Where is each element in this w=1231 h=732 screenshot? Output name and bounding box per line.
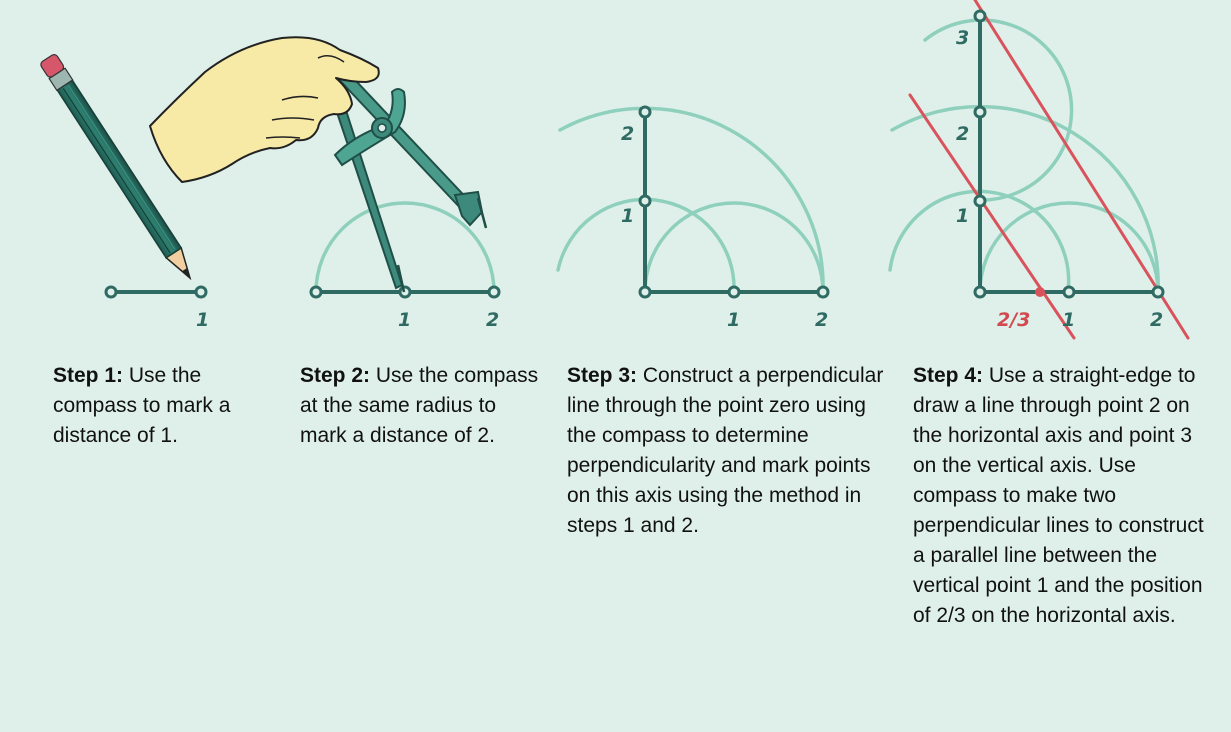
step4-label-v3: 3 (956, 27, 969, 49)
step1-heading: Step 1: (53, 364, 124, 387)
step4-line-3-to-2 (973, 0, 1190, 340)
step3-heading: Step 3: (567, 364, 638, 387)
step4-label-v1: 1 (956, 205, 969, 227)
step4-origin (973, 285, 987, 299)
step4-caption: Step 4: Use a straight-edge to draw a li… (913, 361, 1213, 631)
step2-text: Use the compass at the same radius to ma… (300, 364, 539, 447)
step4-parallel-line (908, 93, 1076, 340)
step4-arc-1 (888, 189, 1071, 294)
step4-figure: 2/3 1 2 1 2 3 (888, 0, 1190, 340)
step3-point-v1 (638, 194, 652, 208)
step4-label-two-thirds: 2/3 (997, 309, 1030, 331)
step3-arc-center-1 (643, 201, 825, 294)
step4-label-v2: 2 (956, 123, 969, 145)
step3-arc-radius-2 (558, 106, 825, 294)
step3-label-h2: 2 (815, 309, 828, 331)
step4-point-v1 (973, 194, 987, 208)
step1-point-0 (104, 285, 118, 299)
step2-point-1 (398, 285, 412, 299)
step3-point-v2 (638, 105, 652, 119)
step3-caption: Step 3: Construct a perpendicular line t… (567, 361, 887, 541)
step2-label-2: 2 (486, 309, 499, 331)
step4-arc-2 (978, 201, 1160, 294)
step3-point-h2 (816, 285, 830, 299)
step2-label-1: 1 (398, 309, 411, 331)
hand-icon (149, 36, 380, 183)
step4-point-h1 (1062, 285, 1076, 299)
step4-heading: Step 4: (913, 364, 984, 387)
step3-label-v2: 2 (621, 123, 634, 145)
step4-point-two-thirds (1035, 287, 1045, 297)
step3-origin (638, 285, 652, 299)
step2-figure: 1 2 (149, 36, 501, 331)
step1-label-1: 1 (196, 309, 209, 331)
step4-point-h2 (1151, 285, 1165, 299)
step4-arc-4 (923, 18, 1074, 202)
step4-point-v2 (973, 105, 987, 119)
step4-arc-3 (890, 104, 1160, 294)
step3-label-h1: 1 (727, 309, 740, 331)
step1-caption: Step 1: Use the compass to mark a distan… (53, 361, 283, 451)
step3-label-v1: 1 (621, 205, 634, 227)
step2-point-2 (487, 285, 501, 299)
step4-label-h1: 1 (1062, 309, 1075, 331)
step3-figure: 1 2 1 2 (556, 105, 830, 331)
step4-point-v3 (973, 9, 987, 23)
step1-point-1 (194, 285, 208, 299)
step2-heading: Step 2: (300, 364, 371, 387)
illustration: 1 1 2 (40, 0, 1190, 340)
step1-text: Use the compass to mark a distance of 1. (53, 364, 231, 447)
step2-caption: Step 2: Use the compass at the same radi… (300, 361, 540, 451)
step3-arc-radius-1 (556, 197, 736, 294)
step2-point-0 (309, 285, 323, 299)
step3-text: Construct a perpendicular line through t… (567, 364, 884, 537)
step2-arc (314, 201, 496, 294)
pencil-icon (40, 54, 192, 281)
step4-label-h2: 2 (1150, 309, 1163, 331)
step3-point-h1 (727, 285, 741, 299)
step1-figure: 1 (40, 54, 209, 331)
step4-text: Use a straight-edge to draw a line throu… (913, 364, 1204, 627)
